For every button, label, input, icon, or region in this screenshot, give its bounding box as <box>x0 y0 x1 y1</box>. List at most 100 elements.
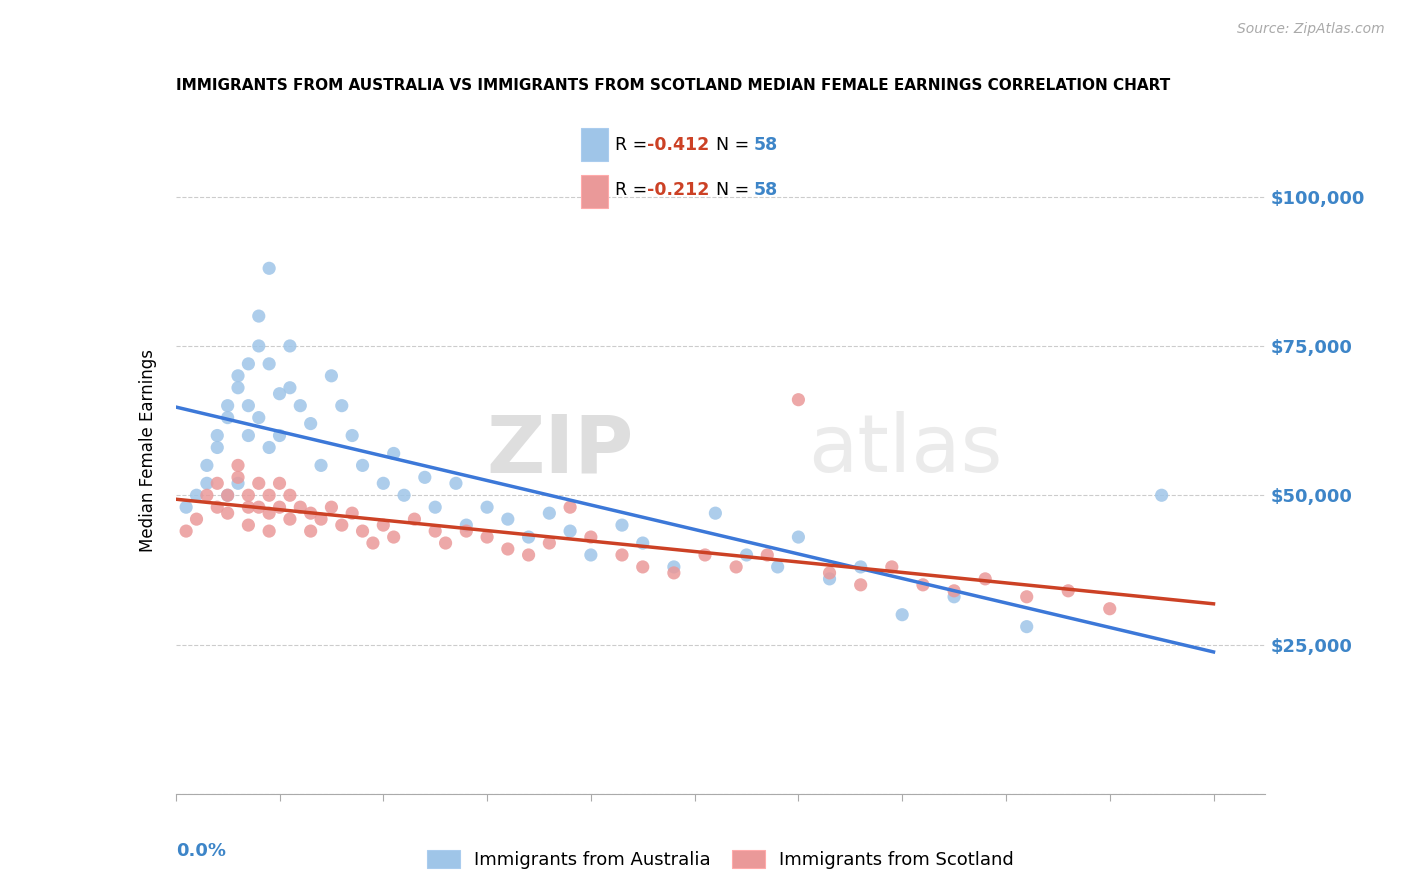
Point <box>226 458 249 473</box>
Point <box>475 530 498 544</box>
Point <box>444 476 467 491</box>
Point <box>943 590 966 604</box>
Text: IMMIGRANTS FROM AUSTRALIA VS IMMIGRANTS FROM SCOTLAND MEDIAN FEMALE EARNINGS COR: IMMIGRANTS FROM AUSTRALIA VS IMMIGRANTS … <box>176 78 1170 94</box>
Point <box>943 583 966 598</box>
Point <box>413 470 436 484</box>
Point <box>217 410 239 425</box>
Point <box>278 512 301 526</box>
Point <box>238 488 260 502</box>
Point <box>257 506 280 520</box>
Point <box>880 560 903 574</box>
Point <box>257 357 280 371</box>
Point <box>735 548 758 562</box>
Point <box>1150 488 1173 502</box>
Point <box>538 506 561 520</box>
Point <box>456 518 478 533</box>
Point <box>195 488 218 502</box>
Point <box>373 476 395 491</box>
Point <box>517 530 540 544</box>
Point <box>257 441 280 455</box>
Point <box>787 530 810 544</box>
Point <box>174 524 197 538</box>
Point <box>662 566 685 580</box>
Point <box>174 500 197 515</box>
Point <box>299 524 322 538</box>
Point <box>693 548 716 562</box>
Text: atlas: atlas <box>807 411 1002 490</box>
Point <box>217 488 239 502</box>
Point <box>818 572 841 586</box>
Point <box>558 500 581 515</box>
Point <box>217 488 239 502</box>
Point <box>891 607 914 622</box>
Point <box>186 512 208 526</box>
Point <box>425 500 447 515</box>
Point <box>207 500 229 515</box>
Point <box>382 446 405 460</box>
Point <box>756 548 779 562</box>
Point <box>330 399 353 413</box>
Point <box>538 536 561 550</box>
Point <box>247 410 270 425</box>
Point <box>269 386 291 401</box>
Point <box>207 428 229 442</box>
Point <box>278 381 301 395</box>
Point <box>911 578 934 592</box>
Point <box>257 261 280 276</box>
Point <box>238 399 260 413</box>
Point <box>1015 590 1038 604</box>
Point <box>392 488 415 502</box>
Point <box>352 524 374 538</box>
Point <box>247 476 270 491</box>
Point <box>496 541 519 556</box>
Point <box>278 488 301 502</box>
Point <box>217 399 239 413</box>
Point <box>456 524 478 538</box>
Point <box>434 536 457 550</box>
Point <box>974 572 997 586</box>
Point <box>404 512 426 526</box>
Y-axis label: Median Female Earnings: Median Female Earnings <box>139 349 157 552</box>
Point <box>247 309 270 323</box>
Point <box>226 368 249 383</box>
Point <box>195 476 218 491</box>
Point <box>766 560 789 574</box>
Point <box>269 428 291 442</box>
Point <box>579 530 602 544</box>
Legend: Immigrants from Australia, Immigrants from Scotland: Immigrants from Australia, Immigrants fr… <box>418 840 1024 878</box>
Point <box>257 524 280 538</box>
Point <box>1057 583 1080 598</box>
Point <box>704 506 727 520</box>
Point <box>207 476 229 491</box>
Point <box>290 399 312 413</box>
Point <box>579 548 602 562</box>
Point <box>631 536 654 550</box>
Point <box>269 500 291 515</box>
Point <box>340 506 363 520</box>
Point <box>340 428 363 442</box>
Point <box>631 560 654 574</box>
Point <box>330 518 353 533</box>
Point <box>238 518 260 533</box>
Point <box>849 578 872 592</box>
Point <box>849 560 872 574</box>
Point <box>818 566 841 580</box>
Text: Source: ZipAtlas.com: Source: ZipAtlas.com <box>1237 22 1385 37</box>
Point <box>217 506 239 520</box>
Point <box>1098 601 1121 615</box>
Point <box>517 548 540 562</box>
Point <box>1015 620 1038 634</box>
Point <box>278 339 301 353</box>
Point <box>558 524 581 538</box>
Point <box>725 560 748 574</box>
Point <box>238 500 260 515</box>
Point <box>299 506 322 520</box>
Point <box>299 417 322 431</box>
Point <box>321 500 343 515</box>
Point <box>352 458 374 473</box>
Point <box>186 488 208 502</box>
Point <box>309 458 332 473</box>
Point <box>496 512 519 526</box>
Point <box>610 518 633 533</box>
Point <box>195 458 218 473</box>
